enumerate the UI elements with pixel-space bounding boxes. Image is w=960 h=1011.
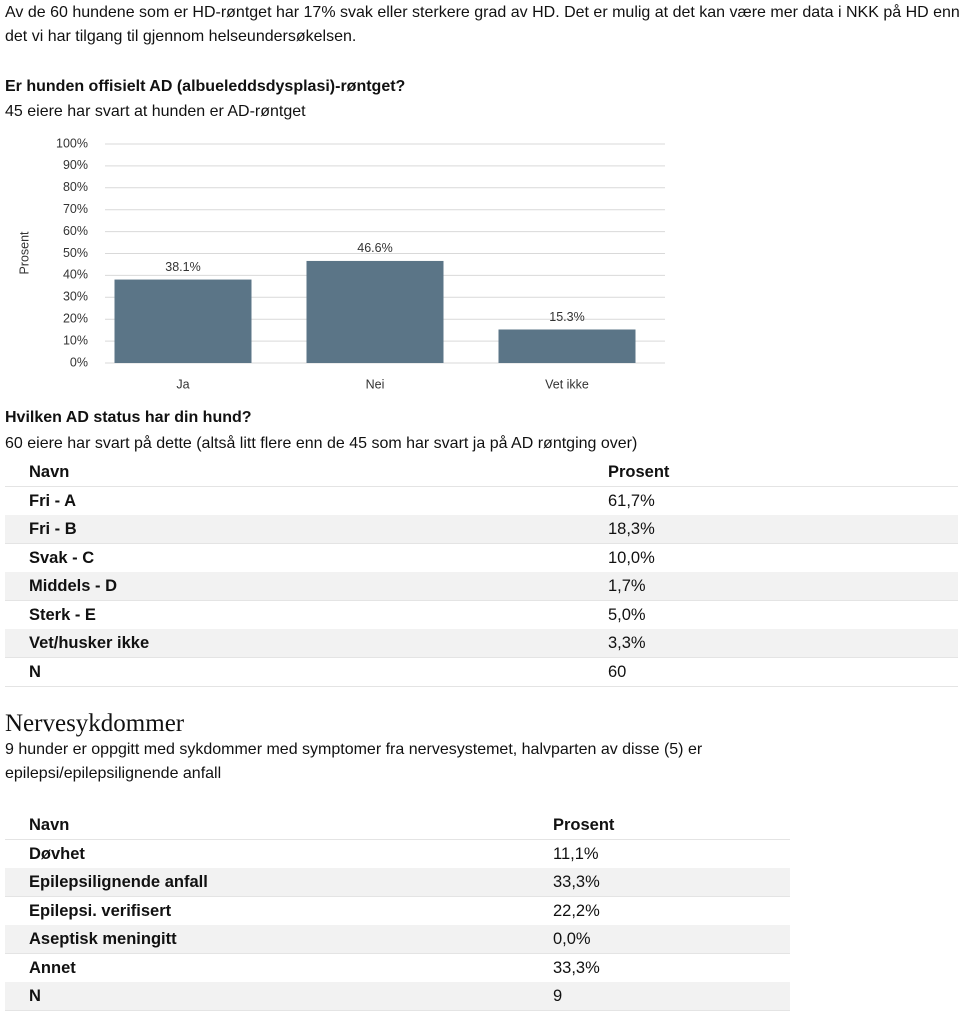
ad-heading: Er hunden offisielt AD (albueleddsdyspla… <box>5 78 406 95</box>
cell-value: Prosent <box>553 816 615 834</box>
cell-name: Annet <box>29 958 76 977</box>
cell-value: 33,3% <box>553 873 600 891</box>
cell-name: Fri - B <box>29 520 77 538</box>
y-tick-label: 100% <box>56 136 88 150</box>
cell-name: Svak - C <box>29 548 95 567</box>
status-note: 60 eiere har svart på dette (altså litt … <box>5 435 638 452</box>
cell-name: Epilepsilignende anfall <box>29 873 208 891</box>
table-row: Døvhet 11,1% <box>5 840 790 869</box>
cell-name: N <box>29 987 41 1005</box>
cell-value: 11,1% <box>553 844 599 863</box>
cell-value: 0,0% <box>553 930 591 948</box>
y-tick-label: 20% <box>63 311 88 325</box>
table-row: Fri - A 61,7% <box>5 487 958 516</box>
bar <box>498 329 636 363</box>
cell-value: 33,3% <box>553 958 600 977</box>
cell-value: 18,3% <box>608 520 655 538</box>
table-row: Sterk - E 5,0% <box>5 601 958 630</box>
value-label: 38.1% <box>165 260 200 274</box>
x-tick-label: Vet ikke <box>545 377 589 391</box>
cell-value: 1,7% <box>608 577 646 595</box>
cell-name: N <box>29 662 41 681</box>
cell-value: Prosent <box>608 463 670 481</box>
bar <box>306 260 444 363</box>
table-row: Svak - C 10,0% <box>5 544 958 573</box>
x-tick-label: Nei <box>366 377 385 391</box>
cell-value: 60 <box>608 662 627 681</box>
cell-name: Sterk - E <box>29 605 96 624</box>
y-tick-label: 10% <box>63 333 88 347</box>
y-tick-label: 40% <box>63 268 88 282</box>
cell-name: Aseptisk meningitt <box>29 930 177 948</box>
table-row: Epilepsilignende anfall 33,3% <box>5 868 790 897</box>
intro: Av de 60 hundene som er HD-røntget har 1… <box>5 4 960 45</box>
y-tick-label: 80% <box>63 180 88 194</box>
table-row: N 60 <box>5 658 958 687</box>
table-row: Epilepsi. verifisert 22,2% <box>5 897 790 926</box>
y-tick-label: 60% <box>63 224 88 238</box>
cell-value: 61,7% <box>608 491 655 510</box>
y-tick-label: 50% <box>63 246 88 260</box>
cell-name: Middels - D <box>29 577 118 595</box>
table-row: Navn Prosent <box>5 811 790 840</box>
cell-name: Navn <box>29 463 70 481</box>
cell-name: Døvhet <box>29 844 85 863</box>
cell-value: 5,0% <box>608 605 646 624</box>
y-tick-label: 30% <box>63 290 88 304</box>
y-tick-label: 90% <box>63 158 88 172</box>
y-axis-label: Prosent <box>17 231 31 275</box>
ad-note: 45 eiere har svart at hunden er AD-røntg… <box>5 103 306 120</box>
cell-value: 10,0% <box>608 548 655 567</box>
cell-name: Navn <box>29 816 70 834</box>
y-tick-label: 0% <box>70 355 88 369</box>
value-label: 46.6% <box>357 241 392 255</box>
cell-name: Epilepsi. verifisert <box>29 901 172 920</box>
table-row: Fri - B 18,3% <box>5 515 958 544</box>
table-row: Aseptisk meningitt 0,0% <box>5 925 790 954</box>
cell-name: Fri - A <box>29 491 77 510</box>
cell-value: 9 <box>553 987 563 1005</box>
nerve-note: 9 hunder er oppgitt med sykdommer med sy… <box>5 741 703 782</box>
status-heading: Hvilken AD status har din hund? <box>5 409 252 426</box>
x-tick-label: Ja <box>176 377 189 391</box>
value-label: 15.3% <box>549 310 584 324</box>
table-row: Annet 33,3% <box>5 954 790 983</box>
y-tick-label: 70% <box>63 202 88 216</box>
bar <box>114 279 252 363</box>
chart: Prosent 0% 10% 20% 30% 40% 50% 60% 70% 80% 90% 100… <box>17 136 665 391</box>
section-heading: Nervesykdommer <box>5 710 185 737</box>
table-row: Middels - D 1,7% <box>5 572 958 601</box>
cell-name: Vet/husker ikke <box>29 634 150 652</box>
table-row: Vet/husker ikke 3,3% <box>5 629 958 658</box>
cell-value: 3,3% <box>608 634 646 652</box>
cell-value: 22,2% <box>553 901 600 920</box>
table-row: Navn Prosent <box>5 458 958 487</box>
